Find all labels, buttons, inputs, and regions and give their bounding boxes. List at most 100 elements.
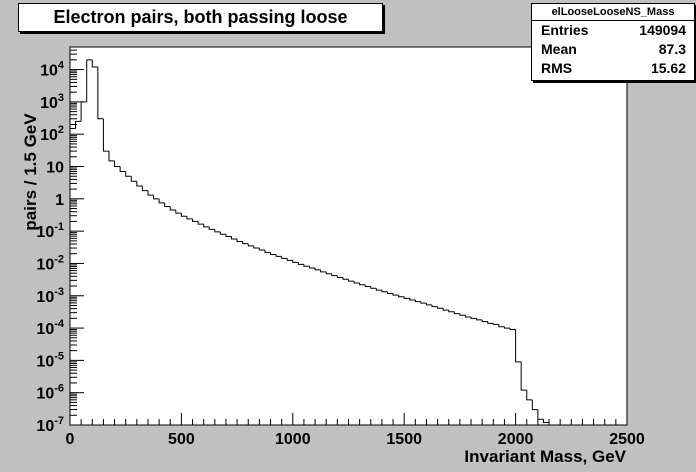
histogram-bin: [236, 239, 243, 242]
stats-label: Entries: [541, 22, 589, 38]
histogram-bin: [97, 67, 104, 120]
x-tick-label: 500: [168, 431, 195, 448]
y-tick-label: 1: [55, 192, 64, 209]
histogram-bin: [437, 306, 444, 309]
histogram-bin: [375, 288, 382, 291]
histogram-bin: [431, 304, 438, 308]
histogram-bin: [453, 311, 460, 315]
histogram-bin: [197, 221, 204, 225]
histogram-bin: [242, 241, 249, 245]
stats-value: 149094: [639, 22, 686, 38]
histogram-bin: [353, 281, 360, 284]
histogram-bin: [297, 262, 304, 265]
histogram-bin: [520, 361, 527, 391]
histogram-bin: [125, 171, 132, 177]
histogram-layer: [69, 59, 605, 426]
histogram-bin: [336, 275, 343, 278]
histogram-bin: [225, 234, 232, 238]
histogram-bin: [192, 218, 199, 222]
histogram-bin: [253, 245, 260, 249]
histogram-bin: [86, 59, 93, 102]
histogram-bin: [392, 293, 399, 296]
histogram-bin: [509, 328, 516, 331]
axes-layer: 0 500 1000 1500 2000 2500 10-7 10-6 10-5 10-4 10-3…: [36, 46, 645, 448]
histogram-bin: [403, 296, 410, 299]
histogram-bin: [386, 291, 394, 294]
y-tick-label: 10: [46, 160, 64, 177]
histogram-bin: [481, 319, 488, 322]
histogram-bin: [180, 213, 187, 217]
histogram-bin: [169, 206, 176, 211]
histogram-bin: [309, 266, 316, 269]
histogram-bin: [247, 243, 254, 247]
histogram-bin: [102, 118, 109, 152]
x-tick-label: 2500: [609, 431, 645, 448]
x-tick-label: 0: [66, 431, 75, 448]
y-tick-label: 10-4: [36, 318, 64, 338]
y-tick-label: 102: [40, 124, 64, 144]
histogram-bin: [364, 284, 371, 288]
histogram-bin: [476, 318, 483, 321]
histogram-bin: [136, 181, 143, 187]
histogram-bin: [342, 277, 349, 280]
histogram-bin: [464, 315, 472, 318]
histogram-bin: [531, 399, 538, 411]
y-tick-label: 10-6: [36, 383, 64, 403]
histogram-bin: [370, 286, 377, 289]
x-tick-label: 2000: [498, 431, 534, 448]
histogram-bin: [325, 271, 332, 275]
histogram-bin: [320, 269, 327, 273]
histogram-bin: [398, 295, 405, 298]
y-tick-label: 10-5: [36, 350, 64, 370]
histogram-bin: [359, 282, 366, 286]
histogram-bin: [281, 256, 288, 259]
x-tick-label: 1000: [275, 431, 311, 448]
histogram-bin: [331, 273, 338, 277]
histogram-bin: [75, 120, 82, 129]
histogram-bin: [503, 326, 511, 329]
x-axis-label: Invariant Mass, GeV: [464, 447, 626, 466]
histogram-bin: [164, 202, 171, 207]
histogram-bin: [414, 299, 421, 303]
histogram-bin: [409, 298, 416, 301]
histogram-bin: [498, 324, 505, 328]
histogram-bin: [348, 279, 355, 282]
histogram-bin: [275, 254, 282, 257]
histogram-bin: [425, 303, 433, 306]
stats-value: 87.3: [658, 41, 686, 57]
histogram-bin: [448, 310, 455, 313]
histogram-bin: [158, 198, 165, 204]
histogram-bin: [470, 317, 477, 319]
stats-row-mean: Mean 87.3: [532, 40, 694, 59]
stats-label: RMS: [541, 60, 573, 76]
histogram-bin: [231, 236, 238, 240]
histogram-bin: [186, 216, 193, 220]
histogram-bin: [314, 268, 321, 271]
histogram-bin: [153, 195, 160, 200]
histogram-bin: [270, 252, 277, 255]
histogram-bin: [130, 176, 137, 182]
plot-frame: [69, 46, 628, 426]
histogram-bin: [108, 151, 115, 162]
stats-label: Mean: [541, 41, 577, 57]
histogram-bin: [214, 229, 221, 233]
stats-row-entries: Entries 149094: [532, 21, 694, 40]
histogram-bin: [91, 59, 98, 68]
y-tick-label: 103: [40, 92, 64, 112]
histogram-bin: [515, 329, 522, 363]
stats-value: 15.62: [650, 60, 686, 76]
y-tick-label: 104: [40, 60, 65, 80]
histogram-bin: [175, 210, 182, 214]
histogram-bin: [219, 231, 226, 235]
histogram-bin: [147, 190, 154, 196]
histogram-bin: [203, 224, 210, 228]
histogram-bin: [114, 160, 121, 168]
histogram-bin: [381, 290, 388, 293]
histogram-bin: [258, 248, 265, 251]
histogram-bin: [526, 390, 533, 401]
histogram-bin: [420, 301, 427, 304]
stats-row-rms: RMS 15.62: [532, 59, 694, 78]
y-tick-label: 10-1: [36, 221, 64, 241]
stats-histogram-name: elLooseLooseNS_Mass: [532, 4, 694, 21]
